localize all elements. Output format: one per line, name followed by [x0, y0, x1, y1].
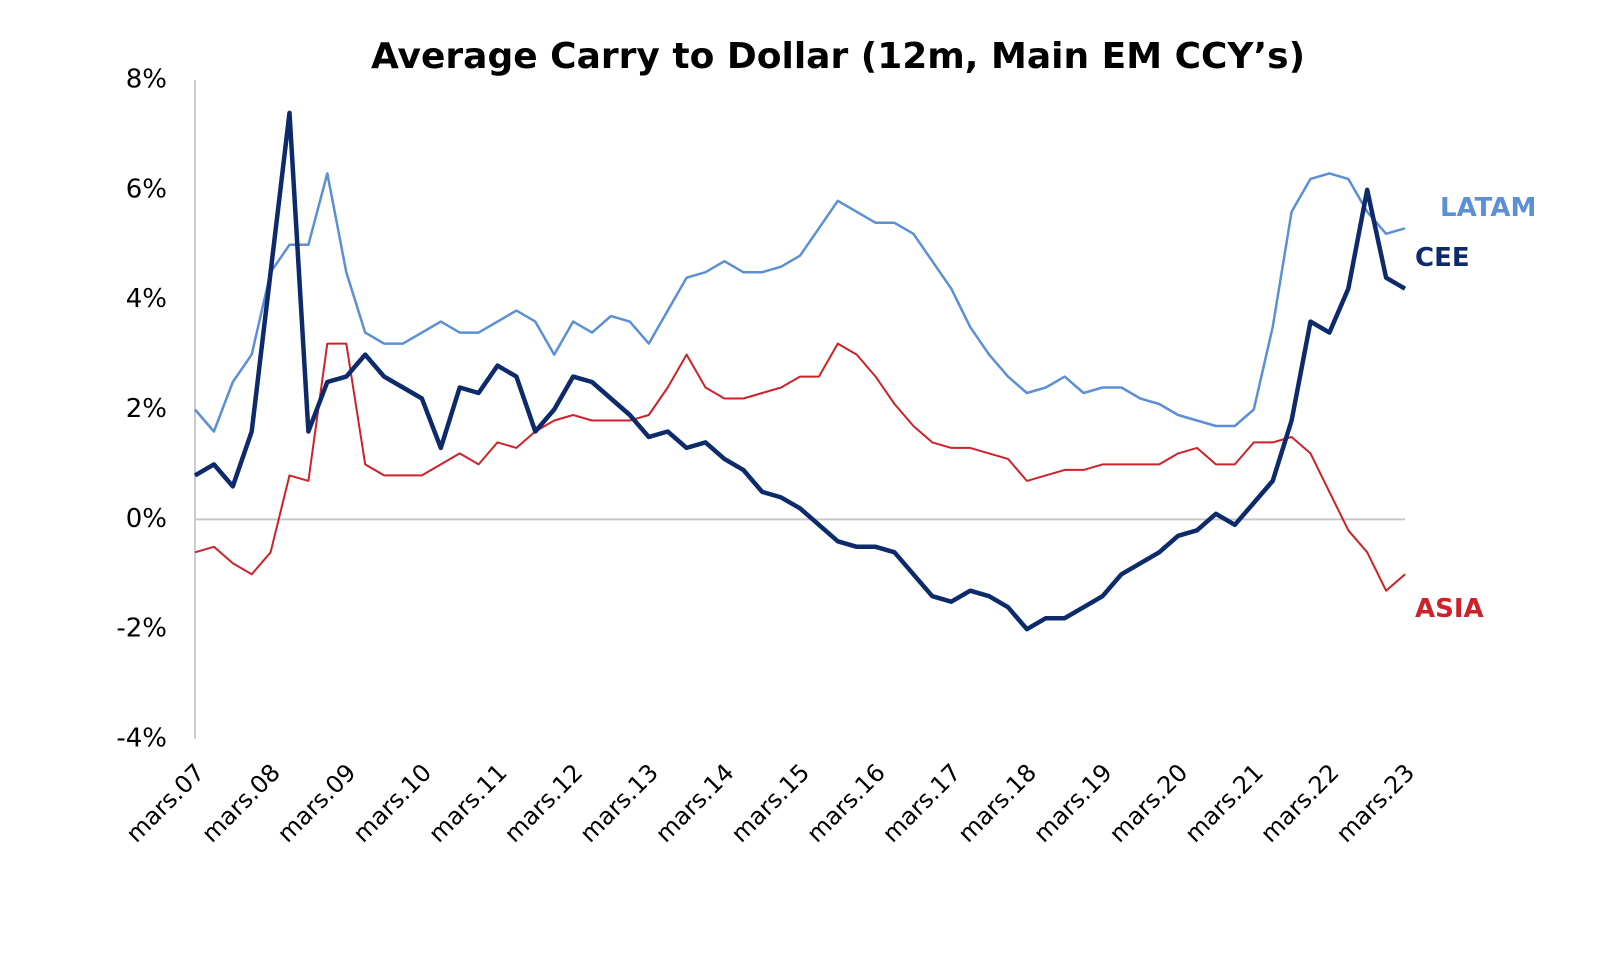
x-tick-label: mars.14 — [650, 758, 740, 848]
x-tick-label: mars.12 — [499, 758, 589, 848]
series-line — [194, 342, 1406, 592]
x-tick-label: mars.22 — [1255, 758, 1345, 848]
x-tick-label: mars.19 — [1028, 758, 1118, 848]
series-label: LATAM — [1440, 193, 1536, 223]
y-tick-label: 0% — [126, 504, 167, 534]
x-tick-label: mars.15 — [726, 758, 816, 848]
y-tick-label: -2% — [116, 614, 167, 644]
x-tick-label: mars.23 — [1331, 758, 1421, 848]
x-tick-label: mars.08 — [196, 758, 286, 848]
x-tick-label: mars.17 — [877, 758, 967, 848]
x-tick-label: mars.07 — [121, 758, 211, 848]
x-tick-label: mars.09 — [272, 758, 362, 848]
y-tick-label: 6% — [126, 174, 167, 204]
series-label: ASIA — [1415, 594, 1484, 624]
x-tick-label: mars.21 — [1179, 758, 1269, 848]
y-tick-label: 8% — [126, 65, 167, 95]
x-tick-label: mars.10 — [348, 758, 438, 848]
y-tick-label: 4% — [126, 284, 167, 314]
x-tick-label: mars.13 — [574, 758, 664, 848]
chart-title: Average Carry to Dollar (12m, Main EM CC… — [371, 36, 1305, 77]
x-tick-label: mars.16 — [801, 758, 891, 848]
x-tick-label: mars.20 — [1104, 758, 1194, 848]
x-tick-label: mars.18 — [953, 758, 1043, 848]
y-tick-label: 2% — [126, 394, 167, 424]
series-line — [193, 110, 1407, 632]
x-tick-label: mars.11 — [423, 758, 513, 848]
series-line — [194, 172, 1406, 433]
y-tick-label: -4% — [116, 724, 167, 754]
series-label: CEE — [1415, 243, 1470, 273]
